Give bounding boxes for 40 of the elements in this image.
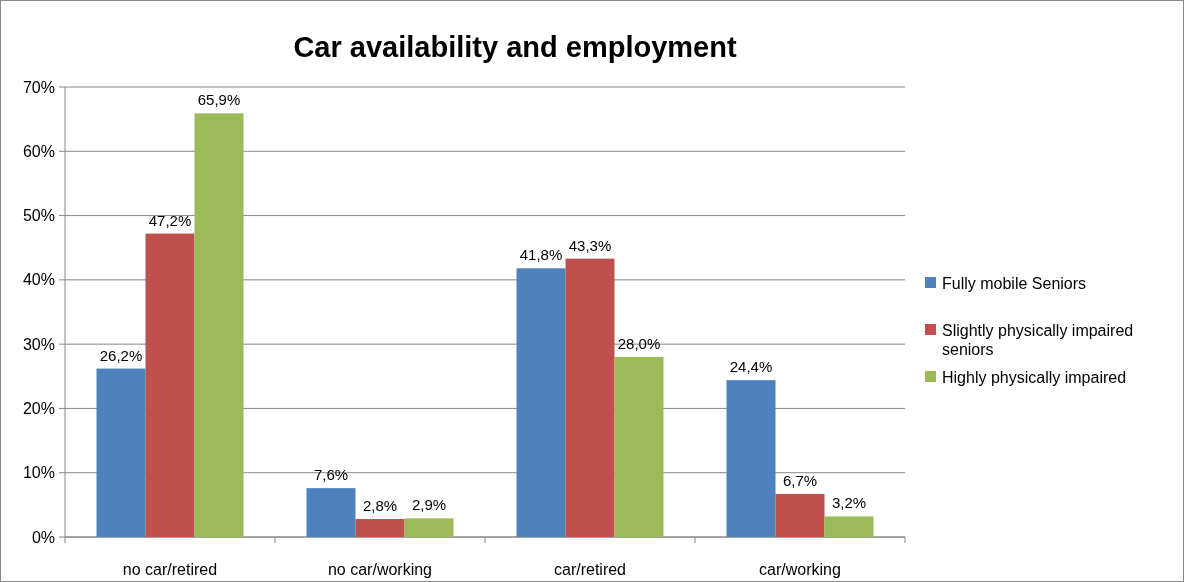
y-tick-label: 0% (31, 528, 55, 546)
y-tick-label: 40% (22, 271, 55, 289)
y-tick-label: 60% (22, 142, 55, 160)
chart-title: Car availability and employment (293, 31, 737, 63)
bar (194, 113, 244, 537)
bar (355, 519, 405, 537)
bar (726, 380, 776, 537)
y-tick-label: 20% (22, 400, 55, 418)
x-tick-label: car/retired (553, 561, 627, 578)
data-label: 6,7% (782, 471, 818, 489)
bar (614, 357, 664, 537)
y-tick-label: 10% (22, 464, 55, 482)
data-label: 7,6% (313, 466, 349, 484)
data-label: 2,8% (362, 497, 398, 514)
y-tick-label: 30% (22, 335, 55, 353)
x-tick-label: no car/working (327, 561, 433, 578)
legend-label: Slightly physically impaired seniors (942, 321, 1134, 358)
legend-label: Highly physically impaired (942, 368, 1127, 386)
y-tick-label: 70% (22, 78, 55, 96)
data-label: 24,4% (729, 358, 773, 376)
data-label: 3,2% (831, 494, 867, 512)
data-label: 28,0% (617, 335, 661, 352)
data-label: 41,8% (519, 246, 563, 264)
data-label: 43,3% (568, 236, 612, 254)
y-tick-label: 50% (22, 207, 55, 225)
bar (404, 518, 454, 537)
bar (306, 488, 356, 537)
bar (565, 258, 615, 537)
bar (145, 233, 195, 537)
data-label: 26,2% (99, 346, 143, 364)
data-label: 47,2% (148, 211, 192, 229)
x-tick-label: car/working (759, 561, 841, 578)
legend-label: Fully mobile Seniors (942, 274, 1087, 292)
bar (824, 516, 874, 537)
data-label: 65,9% (197, 91, 241, 109)
x-tick-label: no car/retired (122, 561, 218, 578)
bar (775, 493, 825, 537)
data-label: 2,9% (411, 496, 447, 514)
bar (96, 368, 146, 537)
bar (516, 268, 566, 537)
